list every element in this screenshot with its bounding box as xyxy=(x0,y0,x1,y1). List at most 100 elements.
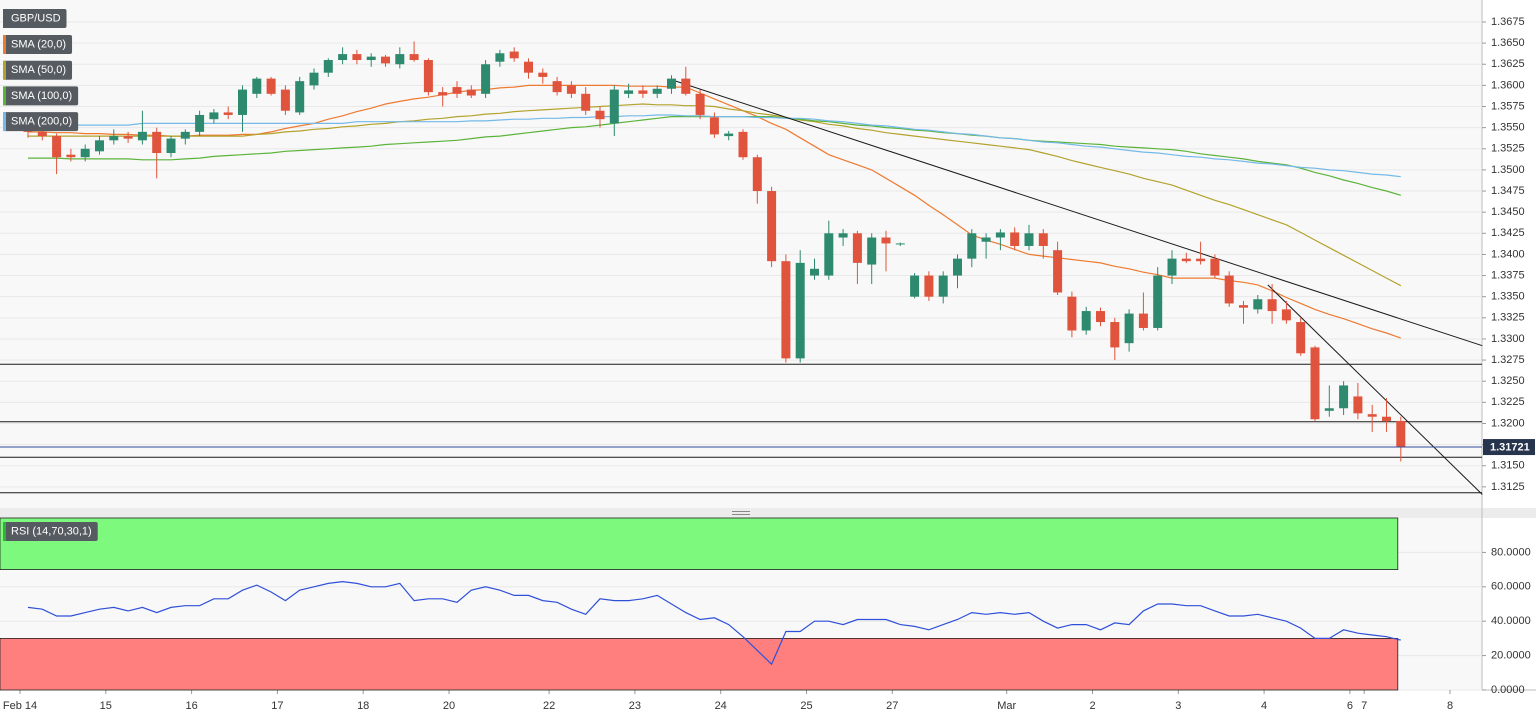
y-tick-label: 1.3250 xyxy=(1491,375,1525,387)
y-tick-label: 1.3500 xyxy=(1491,164,1525,176)
candle-body xyxy=(953,258,962,276)
y-tick-label: 1.3125 xyxy=(1491,481,1525,493)
candle-body xyxy=(481,64,491,94)
x-tick-label: 18 xyxy=(357,700,369,712)
candle-body xyxy=(1167,258,1177,276)
y-tick-label: 1.3275 xyxy=(1491,354,1525,366)
candle-body xyxy=(280,89,290,111)
candle-body xyxy=(423,60,433,93)
sma-line xyxy=(28,103,1402,287)
legend-label: SMA (200,0) xyxy=(11,116,72,128)
candle-body xyxy=(323,60,333,73)
x-tick-label: 17 xyxy=(271,700,283,712)
y-tick-label: 1.3150 xyxy=(1491,460,1525,472)
candle-body xyxy=(252,78,262,94)
legend-item[interactable]: SMA (20,0) xyxy=(3,35,73,54)
candle-body xyxy=(123,136,133,139)
x-tick-label: 3 xyxy=(1175,700,1181,712)
legend-box xyxy=(3,522,98,541)
candle-body xyxy=(452,87,462,94)
candle-body xyxy=(309,72,319,86)
legend-item[interactable]: RSI (14,70,30,1) xyxy=(3,522,98,541)
candle-body xyxy=(667,78,676,89)
candle-body xyxy=(724,133,734,137)
candle-body xyxy=(52,136,62,158)
y-tick-label: 1.3525 xyxy=(1491,143,1525,155)
candle-body xyxy=(924,275,934,297)
candle-body xyxy=(438,92,448,96)
x-tick-label: 6 xyxy=(1347,700,1353,712)
legend-label: RSI (14,70,30,1) xyxy=(11,525,92,537)
candle-body xyxy=(767,191,777,262)
x-tick-label: 8 xyxy=(1447,700,1453,712)
candle-body xyxy=(881,237,891,244)
candle-body xyxy=(1053,250,1063,293)
candle-body xyxy=(552,81,562,93)
y-tick-label: 1.3450 xyxy=(1491,206,1525,218)
legend-item[interactable]: GBP/USD xyxy=(3,9,67,28)
candle-body xyxy=(1353,396,1363,414)
candle-body xyxy=(223,112,233,115)
candle-body xyxy=(867,237,877,265)
candle-body xyxy=(852,233,862,263)
legend-label: SMA (50,0) xyxy=(11,64,66,76)
candle-body xyxy=(466,89,476,96)
legend-box xyxy=(3,35,73,54)
candle-body xyxy=(581,93,591,111)
candle-body xyxy=(1110,322,1120,348)
y-tick-label: 1.3200 xyxy=(1491,417,1525,429)
x-tick-label: 20 xyxy=(443,700,455,712)
candle-body xyxy=(695,93,705,115)
y-tick-label: 1.3600 xyxy=(1491,79,1525,91)
candle-body xyxy=(1396,420,1406,448)
candle-body xyxy=(1382,416,1391,421)
candle-body xyxy=(1253,299,1263,310)
trend-line xyxy=(1267,284,1483,495)
candle-body xyxy=(37,131,47,137)
legend-swatch xyxy=(3,9,6,28)
legend-item[interactable]: SMA (50,0) xyxy=(3,60,73,80)
candle-body xyxy=(1096,311,1105,323)
candle-body xyxy=(366,56,376,61)
candle-body xyxy=(895,243,905,245)
legend-label: SMA (20,0) xyxy=(11,38,66,50)
candle-body xyxy=(638,90,648,94)
legend-box xyxy=(3,86,79,106)
candle-body xyxy=(1339,385,1349,409)
x-tick-label: 4 xyxy=(1261,700,1267,712)
candle-body xyxy=(967,233,977,259)
y-tick-label: 20.0000 xyxy=(1491,650,1531,662)
y-tick-label: 1.3575 xyxy=(1491,100,1525,112)
candle-body xyxy=(381,56,390,64)
candle-body xyxy=(180,131,190,139)
candle-body xyxy=(66,154,76,158)
pane-separator[interactable] xyxy=(0,508,1536,518)
legend-item[interactable]: SMA (100,0) xyxy=(3,86,79,106)
candle-body xyxy=(238,89,247,115)
candle-body xyxy=(1324,408,1334,411)
candle-body xyxy=(1224,275,1234,304)
candle-body xyxy=(910,275,920,297)
legend-item[interactable]: SMA (200,0) xyxy=(3,112,79,132)
candle-body xyxy=(524,61,533,73)
x-tick-label: 2 xyxy=(1089,700,1095,712)
y-tick-label: 80.0000 xyxy=(1491,546,1531,558)
legend-swatch xyxy=(3,60,6,80)
candle-body xyxy=(509,51,519,59)
candle-body xyxy=(137,131,147,141)
legend-box xyxy=(3,60,73,80)
x-tick-label: 15 xyxy=(100,700,112,712)
y-tick-label: 1.3475 xyxy=(1491,185,1525,197)
candle-body xyxy=(652,88,662,94)
x-tick-label: Mar xyxy=(997,700,1016,712)
x-tick-label: 24 xyxy=(715,700,727,712)
candle-body xyxy=(295,81,305,113)
legend-label: SMA (100,0) xyxy=(11,90,72,102)
candle-body xyxy=(338,54,348,61)
y-tick-label: 1.3650 xyxy=(1491,37,1525,49)
y-tick-label: 1.3325 xyxy=(1491,312,1525,324)
legend-box xyxy=(3,112,79,132)
candle-body xyxy=(95,140,104,152)
x-tick-label: Feb 14 xyxy=(3,700,37,712)
candle-body xyxy=(80,148,90,158)
